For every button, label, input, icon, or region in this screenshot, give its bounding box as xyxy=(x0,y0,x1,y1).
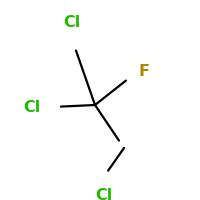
Text: Cl: Cl xyxy=(95,188,113,200)
Text: Cl: Cl xyxy=(23,99,40,114)
Text: F: F xyxy=(138,64,149,79)
Text: Cl: Cl xyxy=(63,15,81,30)
